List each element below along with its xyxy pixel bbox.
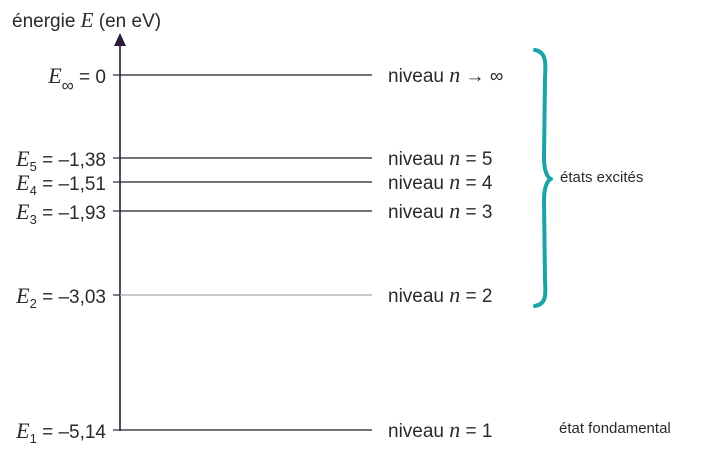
- level-prefix: niveau: [388, 66, 449, 87]
- axis-title: énergie E (en eV): [12, 8, 161, 32]
- level-prefix: niveau: [388, 202, 449, 223]
- energy-label-1: E1 = –5,14: [15, 418, 106, 446]
- level-n-symbol: n: [449, 169, 460, 194]
- energy-label-2: E2 = –3,03: [15, 283, 106, 311]
- level-label-1: niveau n = 1: [388, 417, 493, 442]
- axis-title-unit: (en eV): [94, 11, 162, 32]
- equals-sign: =: [37, 174, 59, 195]
- level-suffix: = 1: [460, 421, 492, 442]
- energy-label-3: E3 = –1,93: [15, 199, 106, 227]
- energy-subscript: 2: [30, 296, 37, 311]
- equals-sign: =: [37, 287, 59, 308]
- equals-sign: =: [74, 67, 96, 88]
- level-label-5: niveau n = 5: [388, 145, 493, 170]
- level-label-4: niveau n = 4: [388, 169, 493, 194]
- energy-value: –1,51: [58, 174, 106, 195]
- energy-value: –1,38: [58, 150, 106, 171]
- level-prefix: niveau: [388, 421, 449, 442]
- equals-sign: =: [37, 422, 59, 443]
- level-n-symbol: n: [449, 417, 460, 442]
- level-label-3: niveau n = 3: [388, 198, 493, 223]
- axis-title-symbol: E: [80, 8, 94, 32]
- level-suffix: = 2: [460, 286, 492, 307]
- energy-symbol: E: [47, 63, 62, 88]
- level-suffix: = 4: [460, 173, 493, 194]
- energy-subscript: 5: [30, 159, 37, 174]
- energy-subscript: 1: [30, 431, 37, 446]
- excited-states-brace: [533, 48, 553, 308]
- level-suffix: = 3: [460, 202, 492, 223]
- energy-label-5: E5 = –1,38: [15, 146, 106, 174]
- energy-symbol: E: [15, 199, 30, 224]
- level-suffix: = 5: [460, 149, 492, 170]
- energy-subscript: ∞: [62, 76, 74, 95]
- level-prefix: niveau: [388, 286, 449, 307]
- energy-value: –5,14: [58, 422, 106, 443]
- level-n-symbol: n: [449, 62, 460, 87]
- level-label-2: niveau n = 2: [388, 282, 493, 307]
- energy-label-4: E4 = –1,51: [15, 170, 106, 198]
- equals-sign: =: [37, 150, 59, 171]
- energy-symbol: E: [15, 418, 30, 443]
- axis-arrow-icon: [114, 33, 126, 46]
- excited-states-label: états excités: [560, 169, 643, 186]
- energy-subscript: 3: [30, 212, 37, 227]
- level-n-symbol: n: [449, 198, 460, 223]
- energy-value: 0: [95, 67, 106, 88]
- level-prefix: niveau: [388, 149, 449, 170]
- energy-symbol: E: [15, 146, 30, 171]
- equals-sign: =: [37, 203, 59, 224]
- level-label-inf: niveau n → ∞: [388, 62, 503, 87]
- energy-subscript: 4: [30, 183, 37, 198]
- level-suffix: → ∞: [460, 66, 503, 87]
- energy-label-inf: E∞ = 0: [47, 63, 106, 95]
- energy-value: –3,03: [58, 287, 106, 308]
- energy-symbol: E: [15, 170, 30, 195]
- axis-title-prefix: énergie: [12, 11, 81, 32]
- energy-value: –1,93: [58, 203, 106, 224]
- level-n-symbol: n: [449, 145, 460, 170]
- energy-symbol: E: [15, 283, 30, 308]
- ground-state-label: état fondamental: [559, 420, 671, 437]
- level-n-symbol: n: [449, 282, 460, 307]
- energy-levels: E∞ = 0 niveau n → ∞E5 = –1,38 niveau n = 5…: [15, 62, 503, 446]
- level-prefix: niveau: [388, 173, 449, 194]
